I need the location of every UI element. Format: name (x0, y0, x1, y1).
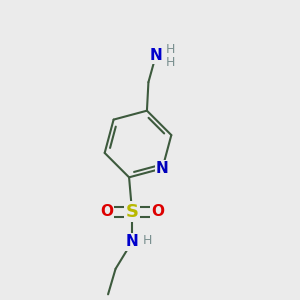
Text: O: O (100, 204, 113, 219)
Text: N: N (156, 161, 169, 176)
Text: N: N (150, 48, 162, 63)
Text: H: H (166, 56, 176, 69)
Text: H: H (142, 234, 152, 247)
Text: S: S (126, 203, 139, 221)
Text: N: N (126, 234, 138, 249)
Text: O: O (151, 204, 164, 219)
Text: H: H (166, 43, 176, 56)
